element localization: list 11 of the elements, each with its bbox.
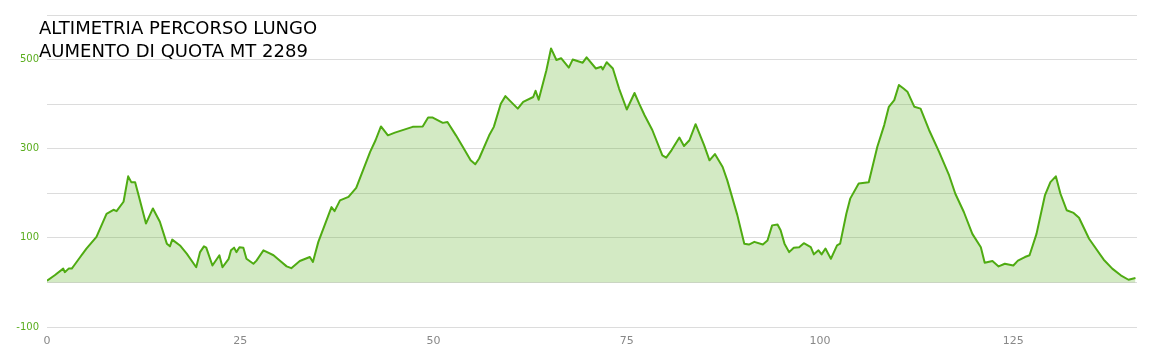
x-tick-label: 125	[1002, 334, 1024, 348]
y-tick-label: -100	[16, 320, 39, 332]
y-tick-label: 300	[19, 142, 39, 154]
x-tick-label: 25	[233, 334, 248, 348]
text: ALTIMETRIA PERCORSO LUNGO AUMENTO DI QUOTA MT 2289	[39, 16, 318, 61]
x-tick-label: 50	[426, 334, 441, 348]
x-tick-label: 0	[43, 334, 51, 348]
x-tick-label: 75	[619, 334, 634, 348]
x-tick-label: 100	[809, 334, 831, 348]
y-tick-label: 100	[19, 231, 39, 243]
y-tick-label: 500	[19, 53, 39, 65]
